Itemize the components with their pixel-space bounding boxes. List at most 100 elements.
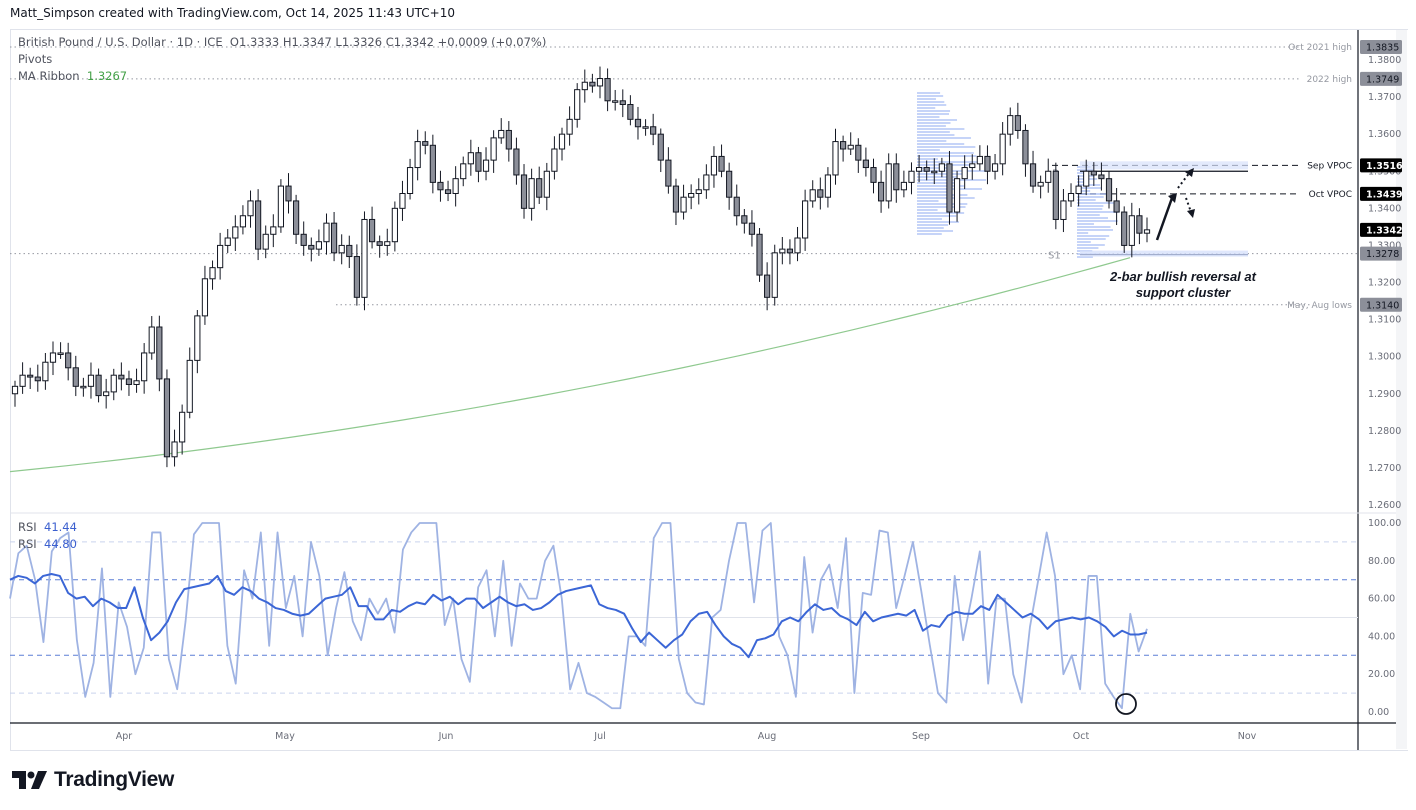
rsi-indicator-1[interactable]: RSI 41.44 bbox=[18, 520, 77, 534]
svg-text:1.3200: 1.3200 bbox=[1368, 278, 1401, 289]
svg-text:1.3700: 1.3700 bbox=[1368, 92, 1401, 103]
svg-text:Nov: Nov bbox=[1238, 731, 1257, 742]
svg-text:May: May bbox=[275, 731, 295, 742]
candle bbox=[330, 211, 338, 262]
candle bbox=[672, 178, 680, 226]
candle bbox=[19, 362, 26, 394]
svg-text:1.3000: 1.3000 bbox=[1368, 352, 1401, 363]
candle bbox=[764, 262, 771, 311]
candle bbox=[900, 170, 907, 198]
candle bbox=[399, 180, 406, 221]
candle bbox=[1098, 162, 1105, 191]
candle bbox=[741, 208, 748, 234]
candle bbox=[953, 170, 961, 222]
candle bbox=[726, 162, 733, 210]
candle bbox=[194, 310, 201, 374]
svg-text:100.00: 100.00 bbox=[1368, 518, 1401, 529]
candle bbox=[490, 130, 497, 173]
chart-frame bbox=[10, 29, 1408, 751]
candle bbox=[680, 184, 687, 220]
candle bbox=[11, 380, 19, 407]
pivots-indicator[interactable]: Pivots bbox=[18, 52, 53, 66]
candle bbox=[566, 106, 573, 146]
annotation-text[interactable]: 2-bar bullish reversal at support cluste… bbox=[1110, 269, 1256, 300]
candle bbox=[1136, 208, 1143, 245]
candle bbox=[862, 147, 869, 177]
candle bbox=[1105, 171, 1113, 209]
ma-ribbon-indicator[interactable]: MA Ribbon 1.3267 bbox=[18, 69, 128, 83]
svg-text:Apr: Apr bbox=[116, 731, 133, 742]
candle bbox=[938, 157, 945, 178]
svg-text:1.3800: 1.3800 bbox=[1368, 55, 1401, 66]
candle bbox=[141, 343, 148, 394]
candle bbox=[1052, 162, 1059, 230]
candle bbox=[1067, 183, 1075, 207]
candle bbox=[543, 162, 550, 211]
candle bbox=[224, 229, 231, 253]
svg-text:1.3300: 1.3300 bbox=[1368, 240, 1401, 251]
candle bbox=[1128, 202, 1135, 258]
candle bbox=[558, 127, 566, 161]
candle bbox=[604, 68, 611, 112]
rsi-indicator-2[interactable]: RSI 44.80 bbox=[18, 537, 77, 551]
svg-text:May, Aug lows: May, Aug lows bbox=[1287, 301, 1352, 311]
candle bbox=[733, 184, 740, 226]
candle bbox=[475, 146, 482, 183]
candle bbox=[885, 153, 892, 209]
ma-ribbon-value: 1.3267 bbox=[86, 69, 128, 83]
candle bbox=[710, 146, 718, 188]
candle bbox=[893, 153, 900, 203]
svg-text:Sep VPOC: Sep VPOC bbox=[1307, 161, 1352, 171]
candle bbox=[1037, 175, 1044, 199]
candle bbox=[338, 234, 345, 265]
candle bbox=[1014, 102, 1021, 139]
svg-text:Jul: Jul bbox=[593, 731, 605, 742]
candle bbox=[877, 170, 885, 213]
svg-text:1.3600: 1.3600 bbox=[1368, 129, 1401, 140]
candle bbox=[581, 69, 588, 103]
candle bbox=[368, 206, 376, 249]
candle bbox=[961, 155, 968, 190]
candle bbox=[619, 89, 626, 118]
candle bbox=[247, 190, 254, 228]
svg-text:Sep: Sep bbox=[912, 731, 930, 742]
candle bbox=[627, 95, 634, 126]
candle bbox=[125, 370, 133, 396]
candle bbox=[505, 121, 512, 162]
candle bbox=[748, 210, 756, 247]
candle bbox=[642, 119, 649, 136]
tradingview-logo[interactable]: TradingView bbox=[12, 768, 174, 792]
symbol-line[interactable]: British Pound / U.S. Dollar · 1D · ICE O… bbox=[18, 34, 546, 51]
candle bbox=[589, 73, 596, 93]
tradingview-logo-text: TradingView bbox=[54, 768, 175, 791]
candle bbox=[72, 355, 79, 397]
candle bbox=[315, 229, 322, 256]
candle bbox=[422, 131, 429, 155]
candle bbox=[201, 265, 209, 325]
candle bbox=[80, 377, 87, 397]
candle bbox=[239, 205, 247, 235]
candle bbox=[1113, 187, 1120, 226]
candle bbox=[103, 378, 110, 409]
candle bbox=[293, 194, 300, 245]
candle bbox=[163, 369, 171, 468]
candle bbox=[832, 128, 839, 185]
candle bbox=[118, 362, 125, 391]
candle bbox=[1007, 107, 1014, 146]
candle bbox=[133, 368, 140, 393]
candle bbox=[650, 113, 657, 146]
candle bbox=[148, 316, 155, 360]
candle bbox=[551, 136, 558, 180]
candle bbox=[915, 154, 923, 183]
svg-text:1.3140: 1.3140 bbox=[1366, 300, 1399, 311]
candle bbox=[1029, 150, 1037, 193]
candle bbox=[171, 429, 178, 467]
svg-text:1.3278: 1.3278 bbox=[1366, 249, 1399, 260]
svg-text:80.00: 80.00 bbox=[1368, 556, 1395, 567]
svg-text:1.3749: 1.3749 bbox=[1366, 74, 1399, 85]
candle bbox=[384, 228, 391, 256]
symbol-name: British Pound / U.S. Dollar · 1D · ICE bbox=[18, 35, 223, 49]
candle bbox=[612, 89, 619, 111]
candle bbox=[270, 214, 277, 248]
